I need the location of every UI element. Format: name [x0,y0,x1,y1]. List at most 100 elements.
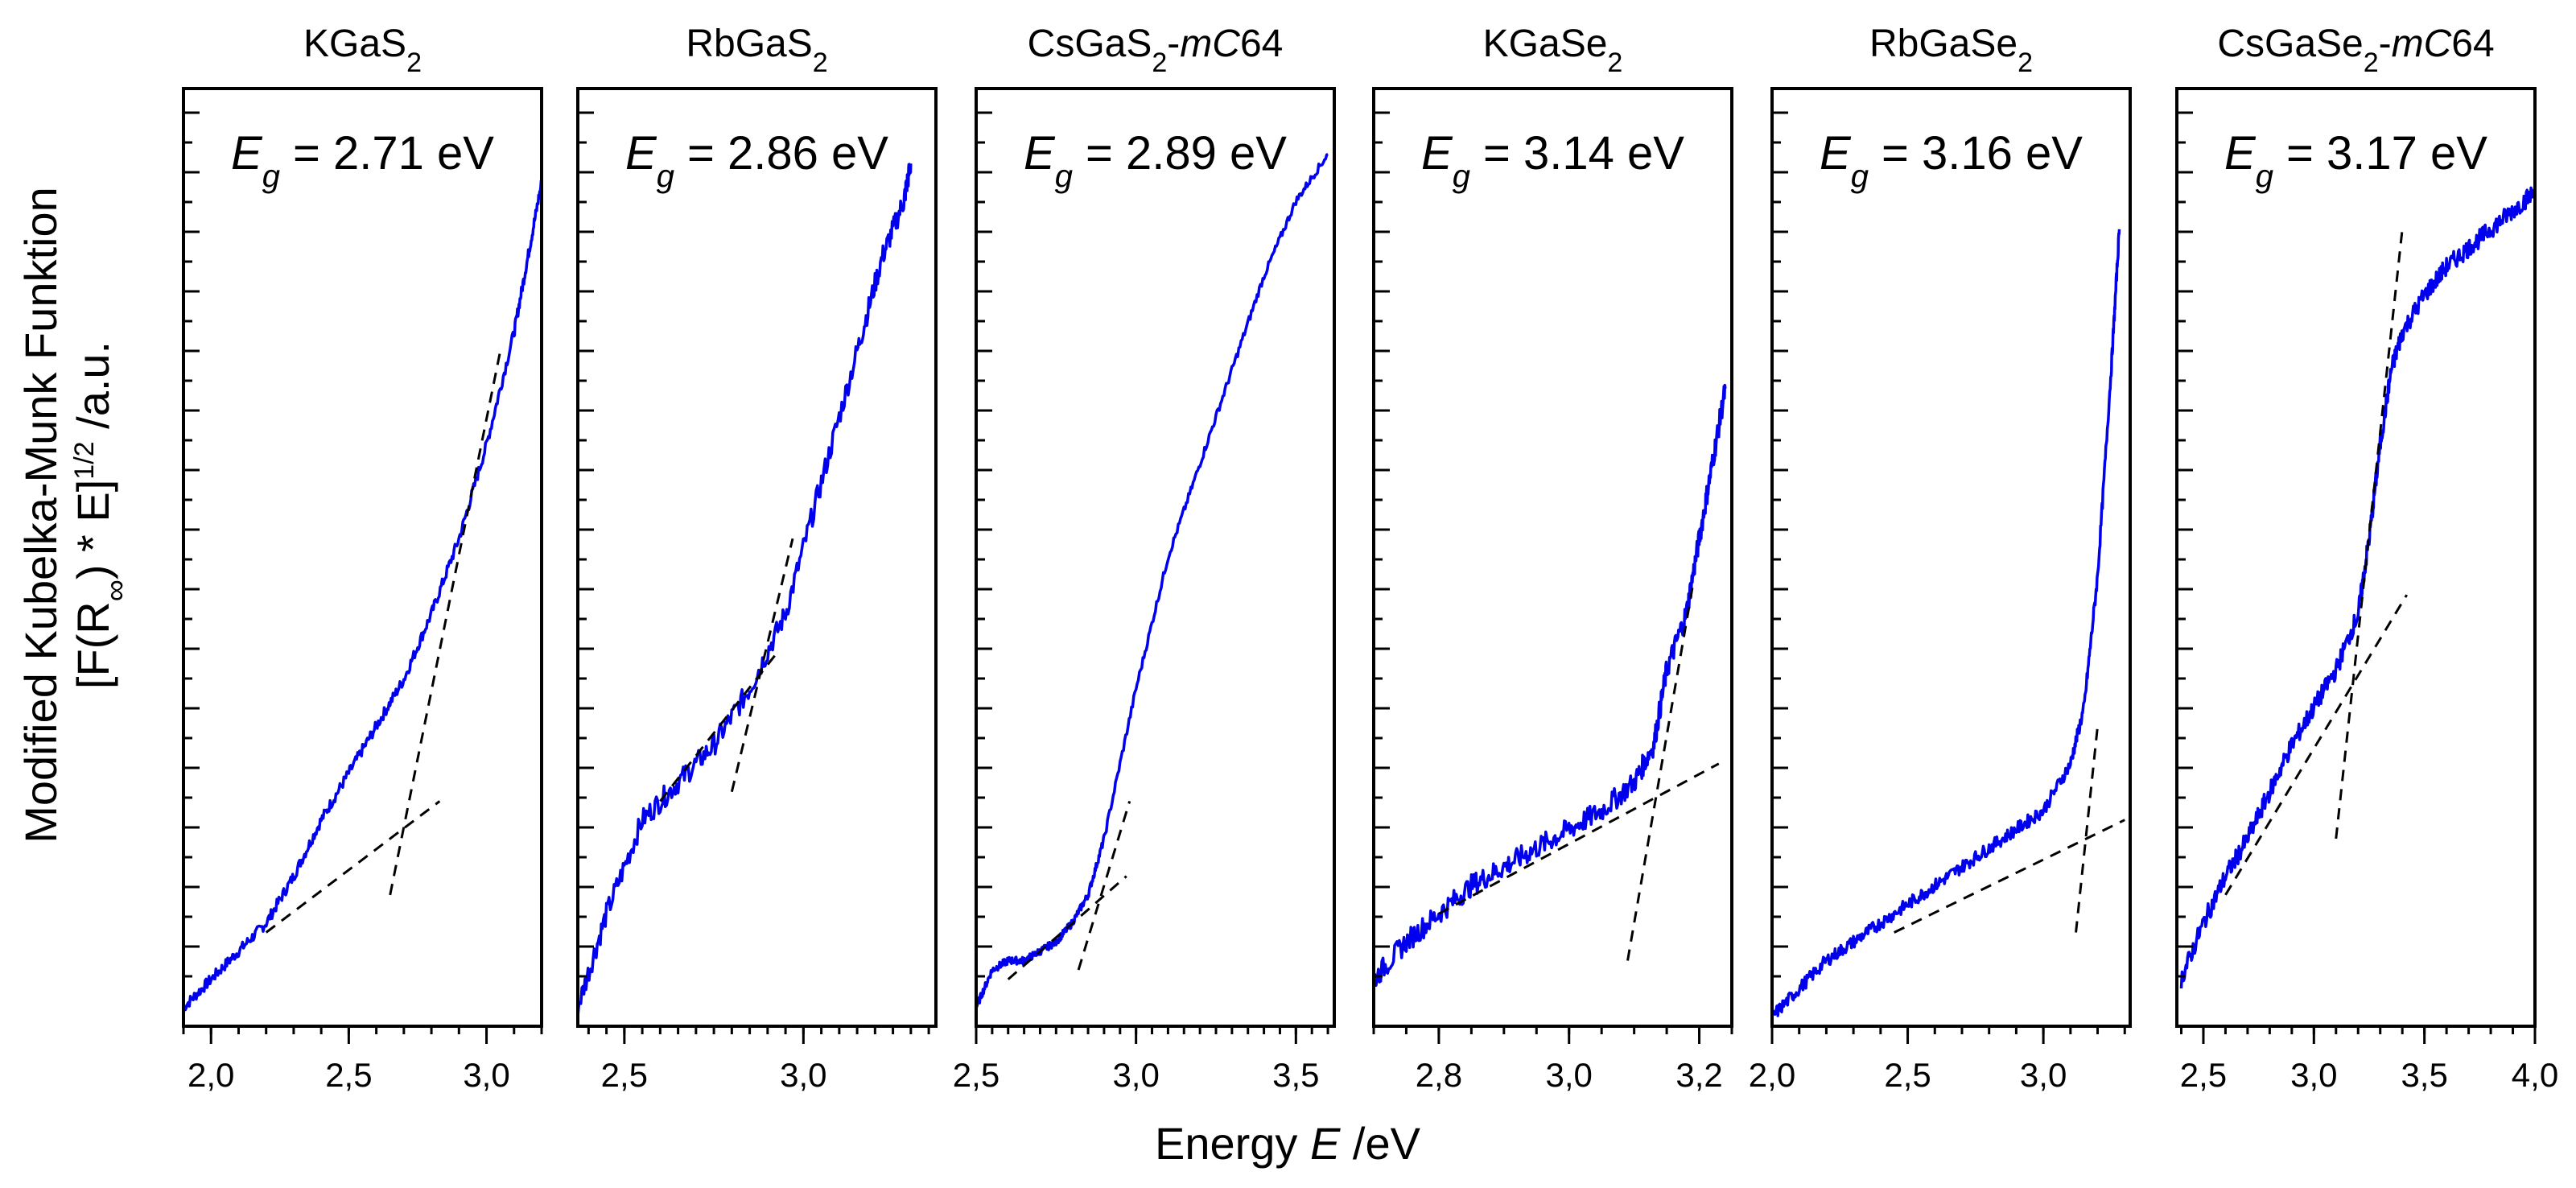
x-tick-label: 3,2 [1675,1056,1722,1094]
band-gap-label: Eg = 3.16 eV [1820,127,2083,194]
panel-5: RbGaSe2 2,0 2,5 3,0 Eg = 3.16 eV [1749,23,2132,1094]
x-tick-label: 3,5 [1272,1056,1319,1094]
x-tick-label: 2,8 [1416,1056,1462,1094]
y-axis-label-prefix: [F(R [68,601,118,689]
panel-title-part: KGaSe [1483,23,1608,65]
panel-title-part: 64 [1240,23,1283,65]
fit-line-1 [1007,875,1127,980]
panel-title: KGaS2 [303,23,422,78]
eg-value: = 2.89 eV [1073,127,1287,179]
panel-title-part: 2 [1152,47,1167,78]
panel-title-part: mC [2392,23,2452,65]
x-axis-label-var: E [1310,1118,1341,1169]
eg-symbol: E [1421,127,1453,179]
y-axis-label-suffix: /a.u. [68,341,118,442]
fit-line-2 [1077,800,1131,971]
panel-frame [1770,87,2132,1028]
panel-6: CsGaSe2-mC64 2,5 3,0 3,5 4,0 Eg = 3.17 eV [2175,23,2558,1094]
eg-subscript: g [1851,159,1869,194]
x-tick-label: 2,0 [188,1056,234,1094]
panel-title: RbGaSe2 [1869,23,2033,78]
fit-line-2 [2075,726,2100,933]
panel-3: CsGaS2-mC64 2,5 3,0 3,5 Eg = 2.89 eV [953,23,1336,1094]
x-tick-label: 3,0 [2290,1056,2337,1094]
panel-title-part: CsGaS [1028,23,1152,65]
panel-frame [1372,87,1733,1028]
y-axis-label-line1: Modified Kubelka-Munk Funktion [15,187,66,844]
fit-line-1 [265,800,441,934]
x-tick-label: 3,5 [2401,1056,2447,1094]
panel-title-part: RbGaS [686,23,812,65]
x-tick-label: 4,0 [2512,1056,2558,1094]
spectrum-line-1 [2179,186,2535,989]
x-axis-label-suffix: /eV [1340,1118,1420,1169]
panel-title-part: 2 [406,47,422,78]
band-gap-label: Eg = 2.89 eV [1024,127,1287,194]
panel-title-part: - [2379,23,2392,65]
panel-1: KGaS2 2,0 2,5 3,0 Eg = 2.71 eV [182,23,543,1094]
fit-line-1 [1438,762,1720,915]
panel-2: RbGaS2 2,5 3,0 Eg = 2.86 eV [576,23,938,1094]
fit-line-1 [1894,819,2125,934]
band-gap-label: Eg = 3.17 eV [2224,127,2487,194]
x-tick-label: 2,5 [953,1056,999,1094]
eg-subscript: g [262,159,280,194]
panel-title-part: 2 [2018,47,2033,78]
spectrum-line-1 [578,163,913,1017]
spectrum-line-1 [1772,229,2121,1017]
fit-line-2 [1626,585,1694,961]
eg-subscript: g [657,159,674,194]
x-tick-label: 2,5 [2180,1056,2227,1094]
eg-subscript: g [1055,159,1073,194]
eg-value: = 3.14 eV [1470,127,1684,179]
x-tick-label: 2,5 [325,1056,372,1094]
eg-value: = 3.17 eV [2273,127,2487,179]
eg-symbol: E [1820,127,1852,179]
x-tick-label: 2,5 [601,1056,648,1094]
fit-line-2 [389,350,502,896]
panel-frame [576,87,938,1028]
panel-title-part: 64 [2451,23,2494,65]
x-tick-label: 2,0 [1749,1056,1795,1094]
x-tick-label: 3,0 [1546,1056,1593,1094]
panel-frame [975,87,1336,1028]
spectrum-line-1 [183,179,542,1012]
y-axis-label-mid: ) * E] [68,480,118,580]
panel-title-part: 2 [813,47,828,78]
spectrum-line-1 [1374,383,1727,988]
eg-symbol: E [2224,127,2257,179]
fit-line-1 [2224,594,2408,896]
fit-line-2 [730,538,794,793]
band-gap-label: Eg = 2.71 eV [231,127,494,194]
panel-title: CsGaSe2-mC64 [2217,23,2494,78]
band-gap-label: Eg = 2.86 eV [625,127,888,194]
eg-subscript: g [2256,159,2273,194]
panel-frame [2175,87,2537,1028]
panel-title-part: mC [1180,23,1240,65]
spectrum-line-1 [976,152,1329,1009]
panel-title-part: CsGaSe [2217,23,2363,65]
x-tick-label: 3,0 [463,1056,509,1094]
x-tick-label: 2,5 [1884,1056,1931,1094]
panel-title-part: 2 [2364,47,2379,78]
eg-symbol: E [1024,127,1056,179]
panel-title: RbGaS2 [686,23,827,78]
eg-value: = 2.71 eV [280,127,494,179]
eg-symbol: E [625,127,657,179]
fit-line-2 [2335,229,2404,839]
y-axis-label-sup: 1/2 [69,441,100,479]
eg-subscript: g [1453,159,1470,194]
eg-symbol: E [231,127,263,179]
x-tick-label: 3,0 [780,1056,826,1094]
y-axis-label-sub: ∞ [99,580,133,601]
x-axis-label: Energy E /eV [1155,1118,1421,1169]
panel-title-part: RbGaSe [1869,23,2018,65]
panel-4: KGaSe2 2,8 3,0 3,2 Eg = 3.14 eV [1372,23,1733,1094]
band-gap-label: Eg = 3.14 eV [1421,127,1684,194]
panel-title-part: 2 [1607,47,1622,78]
panel-frame [182,87,543,1028]
eg-value: = 2.86 eV [674,127,888,179]
panel-title-part: KGaS [303,23,406,65]
panel-title: CsGaS2-mC64 [1028,23,1284,78]
